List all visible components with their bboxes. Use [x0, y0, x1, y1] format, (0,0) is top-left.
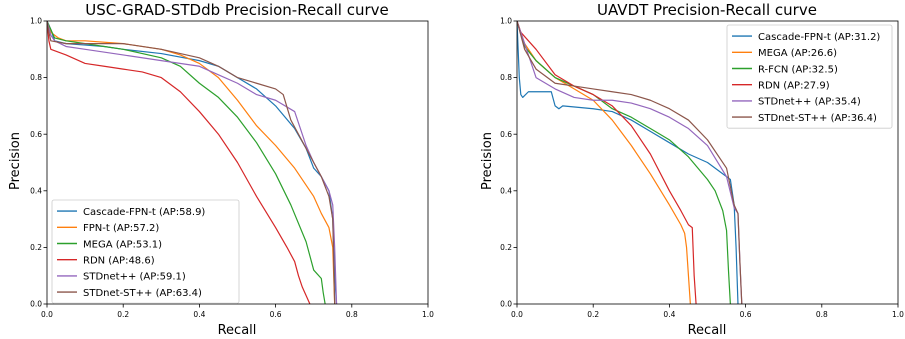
chart-title: USC-GRAD-STDdb Precision-Recall curve — [85, 1, 389, 19]
series-line — [47, 21, 326, 304]
series-line — [517, 21, 697, 304]
chart-uavdt: UAVDT Precision-Recall curve Precision R… — [480, 1, 904, 338]
legend-label: MEGA (AP:53.1) — [83, 239, 162, 250]
y-tick-label: 1.0 — [30, 17, 42, 26]
series-line — [517, 21, 743, 304]
series-line — [47, 21, 311, 304]
y-tick-label: 0.6 — [30, 130, 42, 139]
y-tick-label: 1.0 — [500, 17, 512, 26]
plot-area: 0.0 0.2 0.4 0.6 0.8 1.0 0.0 0.2 0.4 0.6 0.8 1.0 Casc… — [30, 17, 434, 319]
legend-label: R-FCN (AP:32.5) — [758, 64, 838, 75]
legend-label: FPN-t (AP:57.2) — [83, 223, 159, 234]
legend-label: STDnet++ (AP:35.4) — [758, 97, 861, 108]
legend-box — [51, 199, 240, 304]
y-tick-label: 0.2 — [30, 243, 42, 252]
y-axis-label: Precision — [480, 132, 495, 190]
series-lines — [517, 21, 743, 304]
legend-label: STDnet++ (AP:59.1) — [83, 272, 186, 283]
x-tick-label: 0.4 — [193, 310, 205, 319]
legend-label: Cascade-FPN-t (AP:58.9) — [83, 207, 205, 218]
x-tick-label: 0.8 — [816, 310, 828, 319]
series-line — [47, 21, 336, 304]
legend-label: Cascade-FPN-t (AP:31.2) — [758, 32, 880, 43]
series-line — [47, 21, 338, 304]
x-tick-label: 1.0 — [422, 310, 434, 319]
legend: Cascade-FPN-t (AP:31.2) MEGA (AP:26.6) R-F… — [726, 24, 893, 129]
y-tick-label: 0.0 — [500, 300, 512, 309]
x-tick-label: 0.6 — [270, 310, 282, 319]
series-line — [517, 21, 743, 304]
axes-frame — [516, 20, 899, 305]
legend-label: STDnet-ST++ (AP:63.4) — [83, 288, 202, 299]
legend-label: RDN (AP:27.9) — [758, 81, 830, 92]
x-tick-label: 0.0 — [41, 310, 53, 319]
y-tick-label: 0.6 — [500, 130, 512, 139]
y-axis-label: Precision — [8, 132, 23, 190]
plot-area: 0.0 0.2 0.4 0.6 0.8 1.0 0.0 0.2 0.4 0.6 0.8 1.0 Casc… — [500, 17, 904, 319]
x-axis-label: Recall — [688, 323, 727, 338]
series-line — [517, 21, 739, 304]
x-tick-label: 0.6 — [740, 310, 752, 319]
y-tick-label: 0.0 — [30, 300, 42, 309]
x-tick-label: 1.0 — [892, 310, 904, 319]
legend-label: RDN (AP:48.6) — [83, 256, 155, 267]
x-tick-label: 0.4 — [663, 310, 675, 319]
x-tick-label: 0.2 — [117, 310, 129, 319]
legend-label: STDnet-ST++ (AP:36.4) — [758, 113, 877, 124]
legend-label: MEGA (AP:26.6) — [758, 48, 837, 59]
x-tick-label: 0.0 — [511, 310, 523, 319]
x-tick-label: 0.8 — [346, 310, 358, 319]
x-tick-label: 0.2 — [587, 310, 599, 319]
x-axis-label: Recall — [218, 323, 257, 338]
legend: Cascade-FPN-t (AP:58.9) FPN-t (AP:57.2) ME… — [51, 199, 240, 304]
chart-usc-grad-stddb: USC-GRAD-STDdb Precision-Recall curve Pr… — [8, 1, 434, 338]
y-tick-label: 0.4 — [500, 186, 512, 195]
series-line — [517, 21, 731, 304]
series-lines — [47, 21, 338, 304]
y-tick-label: 0.2 — [500, 243, 512, 252]
axes-frame — [46, 20, 429, 305]
y-tick-label: 0.4 — [30, 186, 42, 195]
y-tick-label: 0.8 — [500, 73, 512, 82]
y-tick-label: 0.8 — [30, 73, 42, 82]
legend-box — [726, 24, 893, 129]
chart-title: UAVDT Precision-Recall curve — [597, 1, 817, 19]
